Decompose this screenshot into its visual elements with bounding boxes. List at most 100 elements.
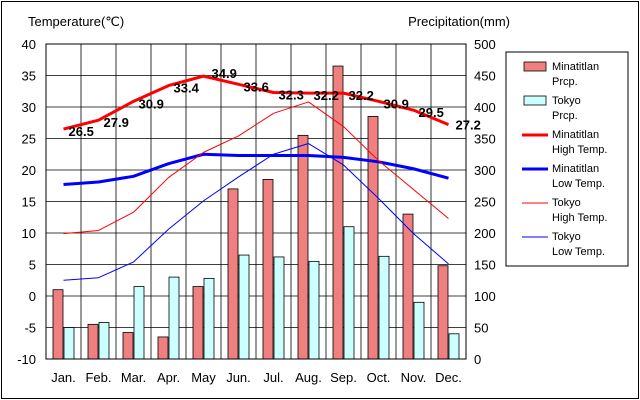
y-right-tick-label: 0 — [474, 352, 481, 367]
y-right-tick-label: 350 — [474, 132, 496, 147]
data-label: 27.2 — [456, 118, 481, 133]
tokyo-high-temp-line — [63, 101, 449, 235]
legend-label: Tokyo — [552, 95, 581, 107]
y-left-tick-label: 15 — [22, 195, 36, 210]
tokyo-precip-bar — [308, 260, 320, 360]
data-label: 32.2 — [349, 88, 374, 103]
legend-label: Tokyo — [552, 231, 581, 243]
y-axis-left-label: Temperature(℃) — [28, 14, 124, 29]
minatitlan-high-temp-line — [63, 74, 450, 131]
legend: Minatitlan Prcp. Tokyo Prcp. Minatitlan High … — [505, 51, 629, 267]
y-left-tick-label: 30 — [22, 100, 36, 115]
data-label: 30.9 — [384, 96, 409, 111]
minatitlan-precip-bar — [297, 134, 309, 360]
minatitlan-precip-bar — [262, 179, 274, 360]
plot-area — [45, 43, 467, 360]
tokyo-precip-bar — [203, 277, 215, 360]
legend-label: Tokyo — [552, 197, 581, 209]
y-right-tick-label: 100 — [474, 289, 496, 304]
legend-label: Low Temp. — [552, 246, 605, 258]
y-right-tick-label: 400 — [474, 100, 496, 115]
legend-label: High Temp. — [552, 144, 607, 156]
y-left-tick-label: 5 — [29, 258, 36, 273]
y-left-tick-label: 0 — [29, 289, 36, 304]
y-axis-right-label: Precipitation(mm) — [408, 14, 510, 29]
y-right-tick-label: 300 — [474, 163, 496, 178]
y-right-tick-label: 450 — [474, 69, 496, 84]
legend-label: Prcp. — [552, 76, 578, 88]
legend-label: Minatitlan — [552, 129, 599, 141]
legend-swatch — [523, 61, 547, 72]
x-tick-label: Aug. — [295, 370, 322, 385]
minatitlan-precip-bar — [87, 323, 99, 360]
y-left-tick-label: 35 — [22, 69, 36, 84]
x-tick-label: Nov. — [401, 370, 427, 385]
legend-minatitlan-precip: Minatitlan Prcp. — [523, 61, 599, 88]
y-right-tick-label: 250 — [474, 195, 496, 210]
minatitlan-precip-bar — [122, 332, 134, 360]
tokyo-precip-bar — [413, 301, 425, 360]
x-tick-label: Mar. — [121, 370, 146, 385]
data-label: 32.3 — [279, 88, 304, 103]
tokyo-precip-bar — [448, 333, 460, 360]
lines-layer — [63, 74, 450, 281]
minatitlan-precip-bar — [157, 336, 169, 360]
y-left-tick-label: 40 — [22, 37, 36, 52]
minatitlan-precip-bar — [332, 65, 344, 360]
y-right-tick-label: 50 — [474, 321, 488, 336]
tokyo-low-temp-line — [63, 143, 449, 281]
data-labels: 26.5 27.9 30.9 33.4 34.9 33.6 32.3 32.2 32.2 30.9… — [69, 66, 481, 139]
data-label: 26.5 — [69, 124, 94, 139]
data-label: 33.6 — [244, 79, 269, 94]
data-label: 30.9 — [139, 96, 164, 111]
tokyo-precip-bar — [378, 255, 390, 360]
legend-swatch — [523, 95, 547, 106]
tokyo-precip-bar — [273, 256, 285, 360]
legend-tokyo-precip: Tokyo Prcp. — [523, 95, 581, 122]
y-left-tick-label: 25 — [22, 132, 36, 147]
axes: -10-505101520253035400501001502002503003… — [17, 37, 496, 385]
legend-minatitlan-low-temp: Minatitlan Low Temp. — [522, 163, 605, 190]
legend-minatitlan-high-temp: Minatitlan High Temp. — [522, 129, 607, 156]
y-right-tick-label: 200 — [474, 226, 496, 241]
data-label: 32.2 — [314, 88, 339, 103]
y-left-tick-label: -10 — [17, 352, 36, 367]
x-tick-label: Jun. — [226, 370, 251, 385]
minatitlan-precip-bar — [52, 289, 64, 360]
tokyo-precip-bar — [63, 327, 75, 360]
legend-box — [505, 51, 629, 267]
x-tick-label: Feb. — [85, 370, 111, 385]
minatitlan-precip-bar — [227, 188, 239, 360]
tokyo-precip-bar — [133, 286, 145, 360]
legend-tokyo-low-temp: Tokyo Low Temp. — [522, 231, 605, 258]
x-tick-label: Sep. — [330, 370, 357, 385]
x-tick-label: Apr. — [157, 370, 180, 385]
data-label: 34.9 — [212, 66, 237, 81]
minatitlan-precip-bar — [192, 286, 204, 360]
x-tick-label: Oct. — [367, 370, 391, 385]
legend-label: Minatitlan — [552, 61, 599, 73]
x-tick-label: Jul. — [263, 370, 283, 385]
data-label: 29.5 — [419, 105, 444, 120]
minatitlan-low-temp-line — [63, 152, 449, 186]
data-label: 33.4 — [174, 81, 200, 96]
y-right-tick-label: 500 — [474, 37, 496, 52]
legend-label: Prcp. — [552, 110, 578, 122]
minatitlan-precip-bar — [437, 265, 449, 360]
tokyo-precip-bar — [98, 322, 110, 360]
x-tick-label: Jan. — [51, 370, 76, 385]
y-left-tick-label: 20 — [22, 163, 36, 178]
legend-label: Minatitlan — [552, 163, 599, 175]
x-tick-label: May — [191, 370, 216, 385]
tokyo-precip-bar — [168, 276, 180, 360]
minatitlan-precip-bar — [402, 213, 414, 360]
legend-tokyo-high-temp: Tokyo High Temp. — [522, 197, 607, 224]
legend-label: Low Temp. — [552, 178, 605, 190]
plot-border — [45, 43, 467, 360]
minatitlan-precip-bar — [367, 116, 379, 360]
tokyo-precip-bar — [238, 254, 250, 360]
y-right-tick-label: 150 — [474, 258, 496, 273]
data-label: 27.9 — [104, 115, 129, 130]
